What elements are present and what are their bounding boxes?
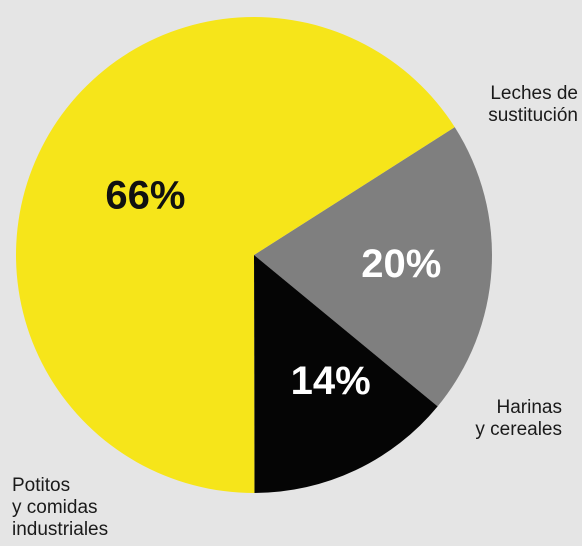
label-potitos: Potitos y comidas industriales — [12, 475, 108, 541]
slice-value-leches: 20% — [361, 242, 441, 286]
label-potitos-line-3: industriales — [12, 519, 109, 540]
slice-harinas — [254, 255, 438, 493]
slice-leches — [254, 127, 492, 407]
label-harinas-line-1: Harinas — [496, 397, 562, 418]
label-leches: Leches de sustitución — [488, 83, 578, 127]
slice-value-harinas: 14% — [291, 359, 371, 403]
label-leches-line-2: sustitución — [488, 105, 578, 126]
label-harinas-line-2: y cereales — [475, 419, 562, 440]
label-potitos-line-1: Potitos — [12, 475, 71, 496]
label-potitos-line-2: y comidas — [12, 497, 98, 518]
slice-potitos — [16, 17, 455, 494]
slice-value-potitos: 66% — [105, 174, 185, 218]
label-harinas: Harinas y cereales — [475, 397, 562, 441]
label-leches-line-1: Leches de — [490, 83, 578, 104]
